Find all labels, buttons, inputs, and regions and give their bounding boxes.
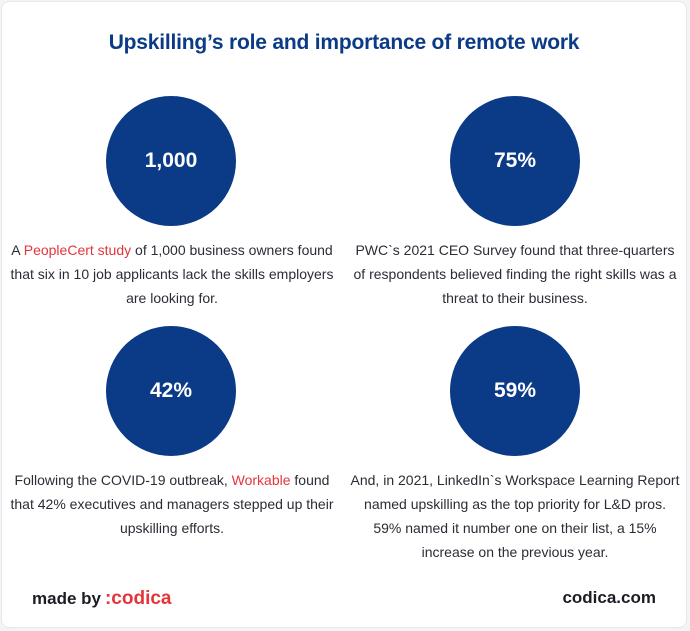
stat-description-2: PWC`s 2021 CEO Survey found that three-q… xyxy=(350,238,680,310)
site-link[interactable]: codica.com xyxy=(562,588,656,607)
workable-link[interactable]: Workable xyxy=(231,472,291,488)
stat-description-tail: found that 42% executives and managers s… xyxy=(10,472,334,536)
codica-logo: :codica xyxy=(104,588,172,609)
stat-circle-42: 42% xyxy=(106,326,236,456)
made-by-credit: made by:codica xyxy=(32,588,172,610)
stat-description-lead: Following the COVID-19 outbreak, xyxy=(14,472,232,488)
stat-value: 1,000 xyxy=(144,149,198,172)
stat-value: 75% xyxy=(493,149,537,172)
stat-description-4: And, in 2021, LinkedIn`s Workspace Learn… xyxy=(350,468,680,564)
stat-description-lead: PWC`s 2021 CEO Survey found that three-q… xyxy=(353,242,677,306)
stat-circle-59: 59% xyxy=(450,326,580,456)
page-title: Upskilling’s role and importance of remo… xyxy=(108,31,580,54)
stat-description-lead: A xyxy=(11,242,24,258)
stat-value: 59% xyxy=(493,379,537,402)
stat-description-3: Following the COVID-19 outbreak, Workabl… xyxy=(7,468,337,540)
stat-description-tail: of 1,000 business owners found that six … xyxy=(10,242,334,306)
stat-description-1: A PeopleCert study of 1,000 business own… xyxy=(7,238,337,310)
made-by-label: made by xyxy=(32,589,101,608)
stat-value: 42% xyxy=(149,379,193,402)
stat-circle-75: 75% xyxy=(450,96,580,226)
peoplecert-study-link[interactable]: PeopleCert study xyxy=(23,242,132,258)
stat-description-lead: And, in 2021, LinkedIn`s Workspace Learn… xyxy=(350,472,680,560)
stat-circle-1000: 1,000 xyxy=(106,96,236,226)
